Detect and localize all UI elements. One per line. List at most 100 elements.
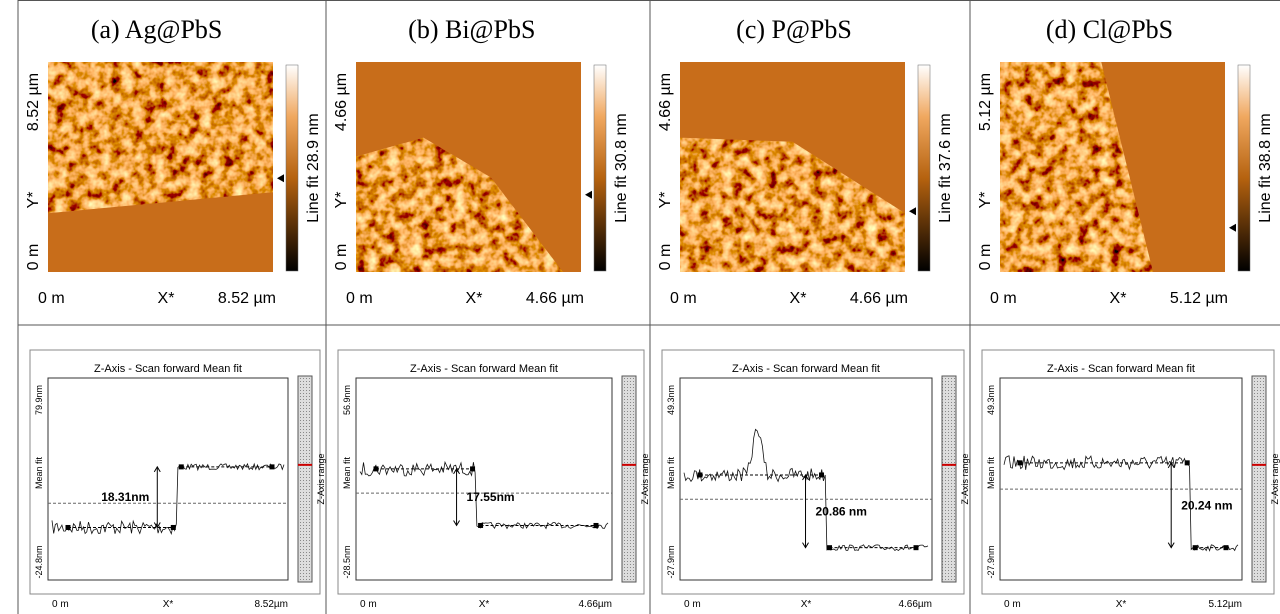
level-handle	[697, 472, 703, 478]
z-range-bar	[1251, 375, 1267, 583]
profile-title: Z-Axis - Scan forward Mean fit	[1047, 363, 1195, 375]
level-handle	[827, 545, 833, 551]
x-axis-label: X*	[466, 290, 483, 307]
x-axis-label: X*	[1110, 290, 1127, 307]
profile-x-max: 8.52µm	[254, 599, 288, 610]
level-handle	[269, 464, 275, 470]
profile-x-label: X*	[801, 599, 812, 610]
colorbar	[593, 64, 607, 272]
step-height: 18.31nm	[101, 490, 149, 504]
z-range-label: Z-Axis range	[1270, 453, 1280, 504]
profile-x-min: 0 m	[52, 599, 69, 610]
profile-title: Z-Axis - Scan forward Mean fit	[410, 363, 558, 375]
level-handle	[1192, 545, 1198, 551]
y-axis-label: Y*	[657, 192, 674, 209]
profile-y-label: Mean fit	[986, 456, 996, 489]
y-axis-max: 8.52 µm	[25, 73, 42, 131]
level-handle	[470, 466, 476, 472]
panel-title: (d) Cl@PbS	[1046, 15, 1173, 44]
colorbar	[917, 64, 931, 272]
profile-y-min: -24.8nm	[34, 545, 44, 578]
x-axis-max: 5.12 µm	[1170, 290, 1228, 307]
profile-y-max: 56.9nm	[342, 385, 352, 415]
profile-x-max: 4.66µm	[578, 599, 612, 610]
profile-title: Z-Axis - Scan forward Mean fit	[94, 363, 242, 375]
level-handle	[913, 545, 919, 551]
arrow-head	[153, 465, 161, 529]
arrow-head	[1167, 461, 1175, 549]
profile-frame	[661, 349, 965, 595]
z-range-label: Z-Axis range	[640, 453, 650, 504]
level-handle	[373, 466, 379, 472]
z-range-bar	[941, 375, 957, 583]
colorbar-label: Line fit 38.8 nm	[1257, 113, 1274, 222]
grid	[17, 0, 1280, 614]
profile-x-min: 0 m	[1004, 599, 1021, 610]
profile-frame	[29, 349, 321, 595]
x-axis-label: X*	[158, 290, 175, 307]
x-axis-min: 0 m	[38, 290, 65, 307]
y-axis-min: 0 m	[977, 244, 994, 271]
panel: (b) Bi@PbS 4.66 µm Y* 0 m 0 m X* 4.66 µm Line f…	[333, 15, 650, 610]
panel: (a) Ag@PbS 8.52 µm Y* 0 m 0 m X* 8.52 µm Line f…	[25, 15, 326, 610]
profile-x-label: X*	[479, 599, 490, 610]
profile-y-min: -28.5nm	[342, 545, 352, 578]
profile-frame	[981, 349, 1275, 595]
plot-area	[47, 377, 289, 581]
step-height: 17.55nm	[467, 490, 515, 504]
profile-y-max: 49.3nm	[666, 385, 676, 415]
colorbar-label: Line fit 28.9 nm	[305, 113, 322, 222]
y-axis-label: Y*	[333, 192, 350, 209]
profile-x-max: 4.66µm	[898, 599, 932, 610]
profile-y-label: Mean fit	[34, 456, 44, 489]
step-height: 20.24 nm	[1181, 498, 1232, 512]
profile-x-label: X*	[1116, 599, 1127, 610]
colorbar-marker	[909, 207, 916, 216]
profile-y-label: Mean fit	[342, 456, 352, 489]
y-axis-max: 5.12 µm	[977, 73, 994, 131]
colorbar-label: Line fit 37.6 nm	[937, 113, 954, 222]
panel: (d) Cl@PbS 5.12 µm Y* 0 m 0 m X* 5.12 µm Line f…	[977, 15, 1280, 610]
level-handle	[178, 464, 184, 470]
x-axis-max: 4.66 µm	[526, 290, 584, 307]
step-height: 20.86 nm	[816, 504, 867, 518]
level-handle	[65, 524, 71, 530]
profile-x-min: 0 m	[684, 599, 701, 610]
colorbar-label: Line fit 30.8 nm	[613, 113, 630, 222]
x-axis-min: 0 m	[990, 290, 1017, 307]
profile-y-min: -27.9nm	[986, 545, 996, 578]
plot-area	[355, 377, 613, 581]
y-axis-min: 0 m	[657, 244, 674, 271]
level-handle	[819, 472, 825, 478]
panel-title: (c) P@PbS	[736, 15, 852, 44]
z-range-label: Z-Axis range	[316, 453, 326, 504]
panel-title: (b) Bi@PbS	[408, 15, 535, 44]
z-range-bar	[297, 375, 313, 583]
y-axis-max: 4.66 µm	[657, 73, 674, 131]
profile-frame	[337, 349, 645, 595]
profile-y-max: 79.9nm	[34, 385, 44, 415]
profile-x-max: 5.12µm	[1208, 599, 1242, 610]
arrow-head	[802, 473, 809, 549]
arrow-head	[453, 467, 460, 527]
afm-texture	[48, 62, 273, 214]
y-axis-max: 4.66 µm	[333, 73, 350, 131]
colorbar	[285, 64, 299, 272]
profile-title: Z-Axis - Scan forward Mean fit	[732, 363, 880, 375]
level-handle	[1017, 460, 1023, 466]
colorbar-marker	[277, 174, 284, 183]
panel-title: (a) Ag@PbS	[91, 15, 223, 44]
panel: (c) P@PbS 4.66 µm Y* 0 m 0 m X* 4.66 µm Line fi…	[657, 15, 970, 610]
level-handle	[478, 522, 484, 528]
level-handle	[593, 522, 599, 528]
y-axis-label: Y*	[25, 192, 42, 209]
y-axis-min: 0 m	[333, 244, 350, 271]
profile-line	[51, 462, 285, 535]
x-axis-min: 0 m	[670, 290, 697, 307]
profile-y-min: -27.9nm	[666, 545, 676, 578]
x-axis-max: 4.66 µm	[850, 290, 908, 307]
profile-y-label: Mean fit	[666, 456, 676, 489]
x-axis-min: 0 m	[346, 290, 373, 307]
profile-x-label: X*	[163, 599, 174, 610]
